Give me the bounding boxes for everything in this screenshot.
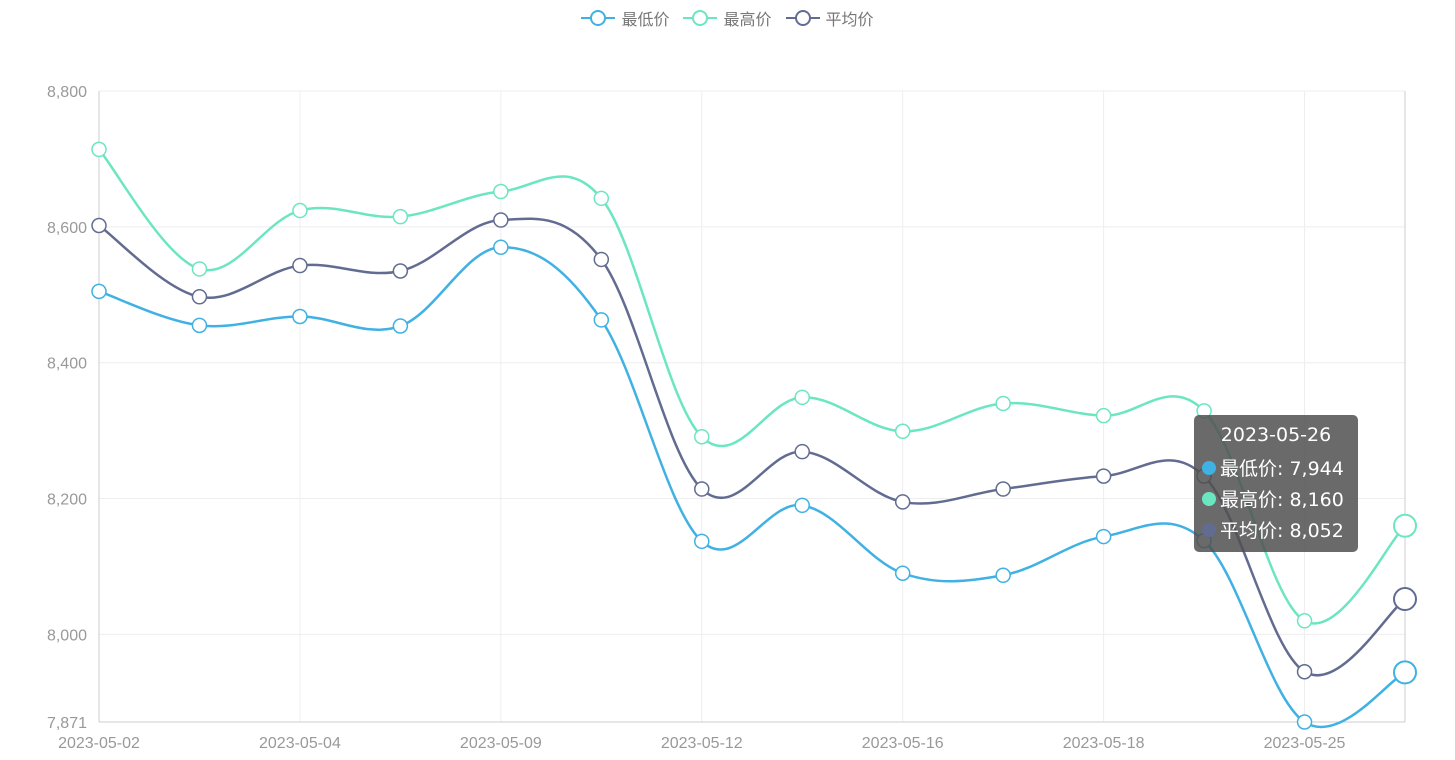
data-point: [191, 317, 208, 334]
data-point: [493, 239, 509, 255]
tooltip-title: 2023-05-26: [1220, 424, 1332, 446]
data-point: [794, 443, 810, 460]
legend-label-avg: 平均价: [825, 10, 874, 29]
data-point: [191, 289, 208, 305]
data-point: [392, 263, 409, 279]
y-tick-label: 7,871: [47, 715, 87, 732]
x-tick-label: 2023-05-04: [259, 735, 341, 752]
data-point: [995, 481, 1011, 497]
data-point: [794, 389, 810, 406]
tooltip-dot-icon: [1202, 522, 1216, 537]
data-point: [1393, 587, 1417, 612]
legend-line-circle-icon: [581, 9, 616, 27]
data-point: [1296, 714, 1313, 730]
legend-line-circle-icon: [683, 9, 718, 27]
y-tick-label: 8,200: [47, 492, 87, 509]
tooltip: 2023-05-26 最低价: 7,944 最高价: 8,160 平均价: 8,…: [1194, 415, 1358, 552]
data-point: [1393, 513, 1417, 538]
data-point: [91, 283, 107, 300]
data-point: [694, 533, 710, 550]
legend-item-max[interactable]: 最高价: [683, 6, 772, 30]
data-point: [1095, 407, 1112, 424]
y-tick-label: 8,800: [47, 84, 87, 101]
legend-item-min[interactable]: 最低价: [581, 6, 669, 30]
x-tick-label: 2023-05-18: [1063, 735, 1145, 752]
data-point: [995, 395, 1011, 412]
data-point: [593, 190, 610, 207]
data-point: [292, 308, 308, 325]
x-tick-label: 2023-05-16: [862, 735, 944, 752]
data-point: [593, 251, 610, 268]
tooltip-row-min: 最低价: 7,944: [1202, 452, 1350, 483]
data-point: [694, 481, 710, 497]
tooltip-row-avg: 平均价: 8,052: [1202, 514, 1350, 545]
y-tick-label: 8,400: [47, 356, 87, 373]
data-point: [292, 202, 308, 219]
y-tick-label: 8,600: [47, 220, 87, 237]
x-tick-label: 2023-05-02: [58, 735, 140, 752]
data-point: [1393, 660, 1417, 685]
data-point: [392, 318, 409, 334]
data-point: [593, 312, 610, 328]
legend-item-avg[interactable]: 平均价: [785, 6, 874, 30]
x-tick-label: 2023-05-25: [1264, 735, 1346, 752]
data-point: [292, 257, 308, 274]
y-tick-label: 8,000: [47, 627, 87, 644]
tooltip-row-max: 最高价: 8,160: [1202, 483, 1350, 514]
tooltip-value-min: 最低价: 7,944: [1220, 458, 1344, 480]
data-point: [91, 141, 107, 158]
legend-line-circle-icon: [785, 9, 820, 27]
data-point: [1296, 613, 1313, 629]
data-point: [894, 423, 911, 440]
series-line-1: [98, 148, 1406, 625]
tooltip-dot-icon: [1202, 491, 1216, 506]
data-point: [493, 212, 509, 228]
legend: 最低价 最高价 平均价: [0, 6, 1455, 30]
data-point: [91, 217, 107, 234]
data-point: [392, 208, 409, 225]
x-tick-label: 2023-05-09: [460, 735, 542, 752]
legend-label-min: 最低价: [621, 10, 670, 29]
tooltip-dot-icon: [1202, 460, 1216, 475]
data-point: [493, 183, 509, 200]
data-point: [894, 494, 911, 510]
data-point: [794, 497, 810, 514]
data-point: [1296, 663, 1313, 680]
x-tick-label: 2023-05-12: [661, 735, 743, 752]
data-point: [191, 261, 208, 277]
tooltip-value-max: 最高价: 8,160: [1220, 489, 1344, 511]
data-point: [894, 565, 911, 581]
data-point: [995, 567, 1011, 584]
data-point: [1095, 468, 1112, 484]
data-point: [694, 428, 710, 445]
tooltip-value-avg: 平均价: 8,052: [1220, 520, 1344, 542]
legend-label-max: 最高价: [723, 10, 772, 29]
data-point: [1095, 528, 1112, 545]
